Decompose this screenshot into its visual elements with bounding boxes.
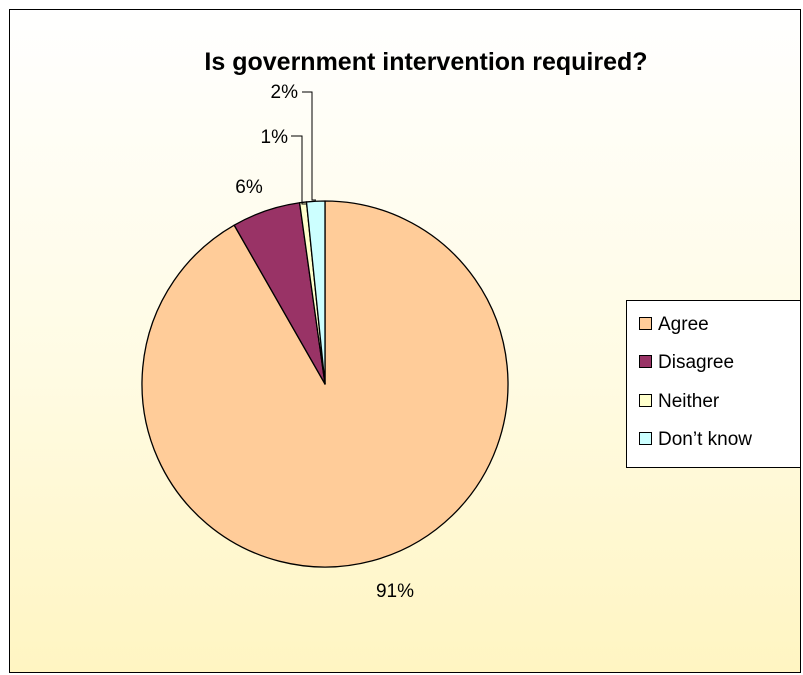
legend-item-dont-know: Don’t know xyxy=(639,428,752,452)
legend-swatch-dont-know xyxy=(639,432,652,446)
pie-chart: Is government intervention required? 91%… xyxy=(141,48,648,602)
legend-item-agree: Agree xyxy=(639,313,709,337)
data-label-don-t-know: 2% xyxy=(271,82,299,103)
data-labels: 91% 6% 1% 2% xyxy=(235,82,414,602)
legend: Agree Disagree Neither Don’t know xyxy=(626,300,800,468)
legend-swatch-disagree xyxy=(639,355,652,369)
legend-label-neither: Neither xyxy=(658,391,720,412)
legend-swatch-agree xyxy=(639,317,652,331)
legend-label-dont-know: Don’t know xyxy=(658,429,752,450)
data-label-agree: 91% xyxy=(376,581,414,602)
legend-item-neither: Neither xyxy=(639,390,719,414)
legend-item-disagree: Disagree xyxy=(639,351,734,375)
chart-title: Is government intervention required? xyxy=(204,48,647,76)
legend-label-disagree: Disagree xyxy=(658,352,735,373)
leader-line-don-t-know xyxy=(302,91,316,201)
legend-swatch-neither xyxy=(639,394,652,408)
chart-area: Is government intervention required? 91%… xyxy=(9,9,801,673)
leader-lines xyxy=(291,91,316,205)
leader-line-neither xyxy=(291,135,306,205)
legend-label-agree: Agree xyxy=(658,314,709,335)
pie-slices xyxy=(141,200,509,568)
data-label-neither: 1% xyxy=(261,127,289,148)
data-label-disagree: 6% xyxy=(235,177,263,198)
pie-slice-don-t-know xyxy=(305,200,326,385)
